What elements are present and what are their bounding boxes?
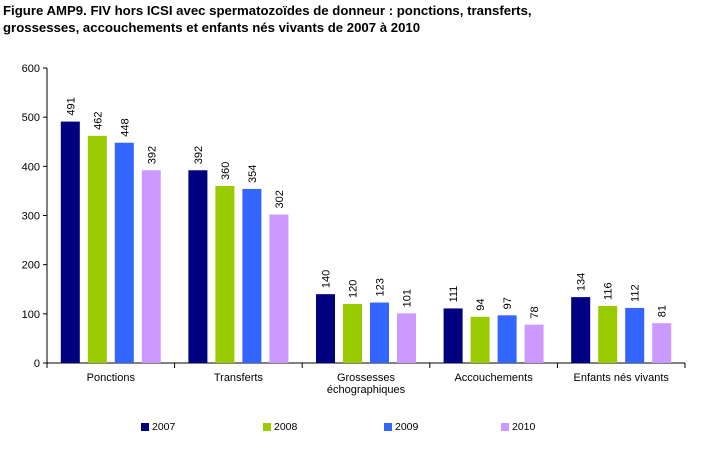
bar-2010: [652, 323, 672, 363]
chart-legend: 2007 2008 2009 2010: [0, 419, 722, 435]
legend-item-2007: 2007: [141, 419, 175, 435]
data-label: 111: [448, 286, 460, 303]
data-label: 116: [603, 282, 615, 300]
data-label: 354: [247, 165, 259, 183]
data-label: 81: [657, 305, 669, 317]
data-label: 97: [502, 297, 514, 309]
data-label: 101: [402, 289, 414, 307]
legend-label: 2008: [274, 421, 298, 433]
data-label: 112: [630, 284, 642, 302]
x-tick-label: Enfants nés vivants: [574, 372, 670, 384]
data-label: 462: [92, 111, 104, 129]
chart-title: Figure AMP9. FIV hors ICSI avec spermato…: [3, 2, 713, 36]
data-label: 302: [274, 190, 286, 208]
chart-data-labels: 491 392 140 111 134 462 360 120 94 116 448 354 123 97…: [65, 97, 668, 318]
legend-label: 2007: [152, 421, 176, 433]
data-label: 123: [375, 278, 387, 296]
y-tick-label: 600: [22, 63, 40, 75]
data-label: 78: [529, 306, 541, 318]
bar-2007: [188, 170, 208, 363]
legend-swatch: [384, 423, 392, 431]
x-tick-label: Grossesses: [337, 372, 396, 384]
chart-bars: [60, 121, 672, 363]
data-label: 120: [348, 280, 360, 298]
legend-item-2008: 2008: [263, 419, 297, 435]
chart-title-line-2: grossesses, accouchements et enfants nés…: [3, 20, 421, 35]
bar-2009: [242, 188, 262, 363]
legend-swatch: [501, 423, 509, 431]
data-label: 134: [576, 273, 588, 291]
bar-2007: [60, 121, 80, 363]
y-tick-label: 200: [22, 260, 40, 272]
y-tick-label: 0: [34, 358, 40, 370]
bar-2010: [397, 313, 416, 363]
legend-item-2010: 2010: [501, 419, 535, 435]
y-tick-label: 400: [22, 161, 40, 173]
data-label: 94: [475, 299, 487, 311]
legend-swatch: [141, 423, 149, 431]
bar-2008: [470, 316, 490, 363]
bar-2008: [343, 304, 362, 363]
y-tick-label: 100: [22, 309, 40, 321]
legend-label: 2009: [395, 421, 419, 433]
bar-2009: [497, 315, 517, 363]
bar-2007: [571, 297, 591, 363]
x-tick-label: échographiques: [327, 384, 406, 396]
bar-2010: [524, 324, 544, 363]
bar-2008: [598, 305, 618, 363]
bar-2009: [625, 307, 645, 363]
bar-2009: [370, 302, 389, 363]
bar-2009: [114, 142, 134, 363]
data-label: 140: [321, 270, 333, 288]
bar-2007: [316, 294, 335, 363]
x-tick-label: Ponctions: [87, 372, 136, 384]
data-label: 448: [119, 118, 131, 136]
bar-2008: [87, 135, 107, 363]
y-tick-label: 300: [22, 211, 40, 223]
data-label: 491: [65, 97, 77, 115]
bar-2010: [141, 170, 161, 363]
legend-label: 2010: [512, 421, 536, 433]
legend-swatch: [263, 423, 271, 431]
bar-2008: [215, 186, 235, 363]
chart-title-line-1: Figure AMP9. FIV hors ICSI avec spermato…: [3, 3, 532, 18]
legend-item-2009: 2009: [384, 419, 418, 435]
data-label: 392: [146, 146, 158, 164]
data-label: 392: [193, 146, 205, 164]
y-tick-label: 500: [22, 112, 40, 124]
x-tick-label: Transferts: [214, 372, 264, 384]
bar-2007: [443, 308, 463, 363]
x-tick-label: Accouchements: [454, 372, 533, 384]
data-label: 360: [220, 162, 232, 180]
bar-2010: [269, 214, 289, 363]
